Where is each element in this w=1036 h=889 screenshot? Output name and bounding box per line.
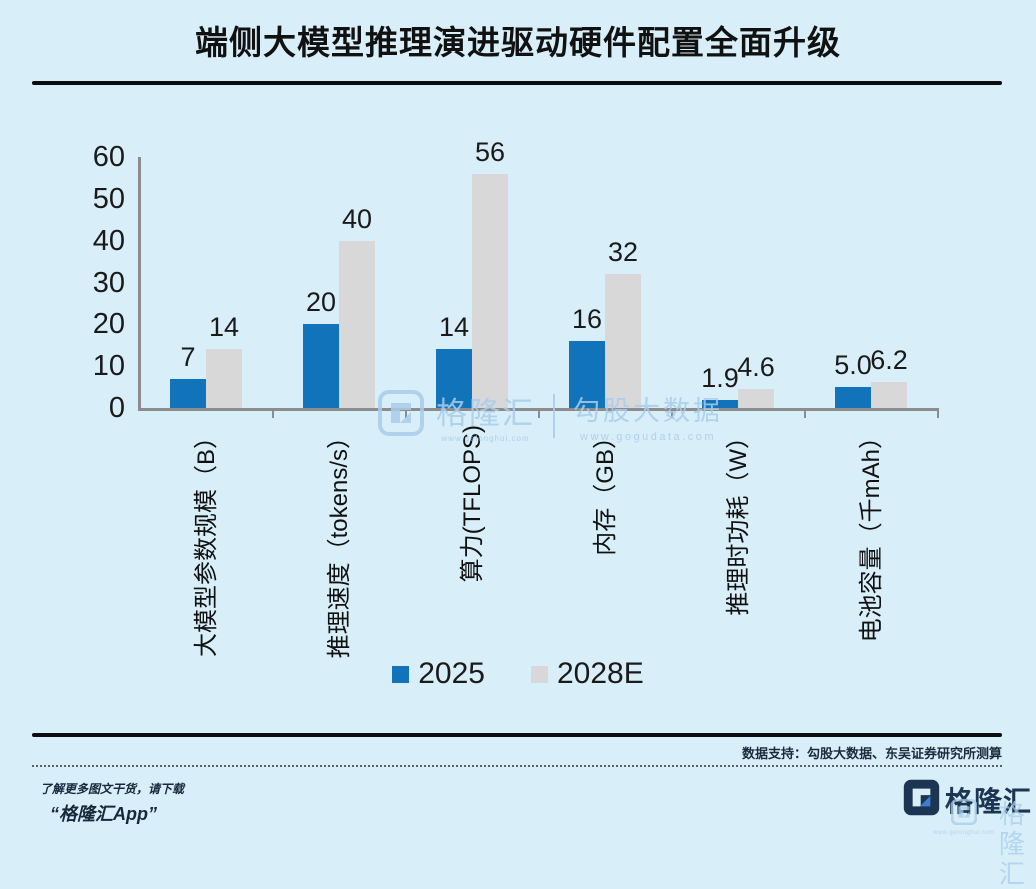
bar-value-label: 5.0: [834, 350, 872, 380]
bar-value-label: 14: [208, 312, 240, 342]
y-axis-tick-label: 0: [108, 392, 125, 424]
y-axis-tick-label: 20: [92, 308, 125, 341]
bar-2028E: [738, 389, 774, 408]
legend-item-2028e: 2028E: [531, 657, 644, 691]
footer-dotted-divider: [32, 765, 1002, 767]
bar-value-label: 32: [607, 237, 639, 267]
bar-value-label: 7: [180, 342, 196, 372]
x-category-label: 推理时功耗（W）: [724, 425, 752, 616]
bar-2028E: [871, 382, 907, 408]
bar-2028E: [472, 174, 508, 408]
x-category-label: 内存（GB）: [591, 425, 619, 556]
y-axis-tick-label: 40: [92, 224, 125, 257]
bar-2025: [569, 341, 605, 408]
legend-item-2025: 2025: [392, 657, 485, 691]
brand-name-text: 格隆汇: [945, 786, 1033, 817]
x-axis-tick: [671, 408, 673, 418]
bar-value-label: 6.2: [870, 345, 908, 375]
page-title: 端侧大模型推理演进驱动硬件配置全面升级: [195, 24, 841, 61]
bar-value-label: 16: [571, 304, 603, 334]
gelonghui-logo-icon: [903, 779, 940, 821]
x-axis-tick: [804, 408, 806, 418]
footer-top-rule: [32, 733, 1002, 737]
bar-chart: 0 10 20 30 40 50 60 7 14 20 40 14 56 16 32 1.9 4.6 5.0 6.2…: [93, 137, 939, 702]
legend-swatch-2028e: [531, 665, 548, 683]
x-axis-tick: [272, 408, 274, 418]
y-axis-tick-label: 10: [92, 350, 125, 383]
brand-logo-cluster: 格隆汇: [903, 779, 1032, 821]
x-category-label: 大模型参数规模（B）: [192, 425, 220, 658]
chart-legend: 2025 2028E: [0, 657, 1036, 691]
bar-2025: [303, 324, 339, 408]
bar-2025: [835, 387, 871, 408]
legend-swatch-2025: [392, 665, 410, 683]
footer-promo-line1: 了解更多图文干货，请下载: [40, 782, 185, 796]
bar-value-label: 14: [438, 312, 470, 342]
bar-value-label: 1.9: [701, 363, 739, 393]
legend-label-2025: 2025: [418, 657, 485, 690]
bar-2025: [436, 349, 472, 408]
x-category-label: 电池容量（千mAh）: [857, 425, 885, 643]
x-axis-tick: [937, 408, 939, 418]
y-axis-tick-label: 60: [92, 141, 125, 173]
y-axis-tick-label: 50: [92, 182, 125, 215]
bar-value-label: 56: [474, 137, 506, 167]
bar-2025: [702, 400, 738, 408]
x-category-label: 算力(TFLOPS): [458, 425, 486, 583]
plot-area: 0 10 20 30 40 50 60 7 14 20 40 14 56 16 32 1.9 4.6 5.0 6.2: [93, 137, 939, 424]
bar-2028E: [206, 349, 242, 408]
footer-promo-line2: “格隆汇App”: [50, 804, 157, 824]
bar-value-label: 20: [305, 287, 337, 317]
title-underline-rule: [32, 81, 1002, 85]
x-axis-tick: [405, 408, 407, 418]
bar-value-label: 40: [341, 204, 373, 234]
y-axis-tick-label: 30: [92, 266, 125, 299]
x-category-label: 推理速度（tokens/s）: [325, 425, 353, 659]
data-source-note: 数据支持：勾股大数据、东吴证券研究所测算: [741, 746, 1002, 761]
y-axis-line: [138, 157, 141, 411]
bar-2025: [170, 379, 206, 408]
brand-watermark-url: www.gelonghui.com: [933, 830, 995, 836]
bar-2028E: [339, 241, 375, 408]
bar-2028E: [605, 274, 641, 408]
bar-value-label: 4.6: [737, 352, 775, 382]
legend-label-2028e: 2028E: [557, 657, 644, 690]
x-axis-tick: [538, 408, 540, 418]
